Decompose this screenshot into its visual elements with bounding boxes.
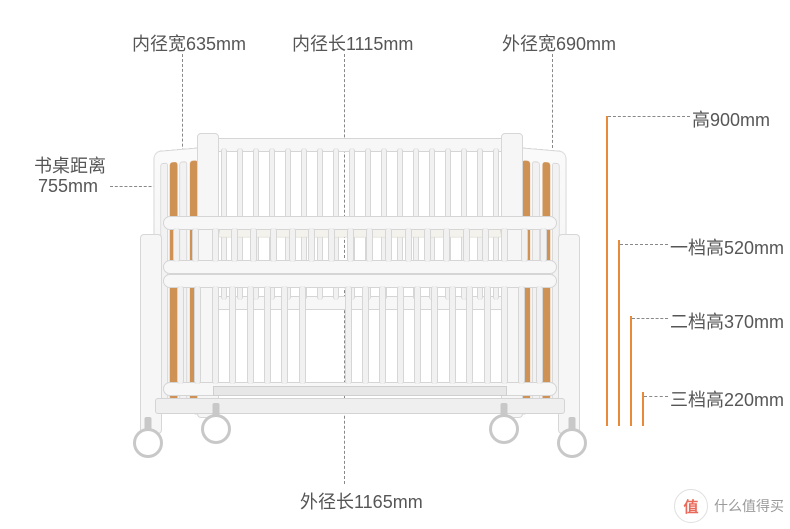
crib-wheel <box>201 414 231 444</box>
label-height: 高900mm <box>692 106 770 132</box>
crib-lower-front-rail <box>163 274 557 396</box>
height-bar-2 <box>618 240 620 426</box>
label-inner-width: 内径宽635mm <box>132 30 246 56</box>
crib-illustration <box>115 108 605 458</box>
label-desk-dist-2: 755mm <box>38 176 98 197</box>
tick-height <box>608 116 690 117</box>
height-bar-1 <box>606 116 608 426</box>
crib-wheel <box>133 428 163 458</box>
watermark-icon: 值 <box>674 489 708 523</box>
label-level3: 三档高220mm <box>670 386 784 412</box>
label-outer-width: 外径宽690mm <box>502 30 616 56</box>
label-desk-dist-1: 书桌距离 <box>34 152 106 178</box>
crib-wheel <box>557 428 587 458</box>
tick-level1 <box>620 244 668 245</box>
label-level1: 一档高520mm <box>670 234 784 260</box>
crib-wheel <box>489 414 519 444</box>
height-bar-4 <box>642 392 644 426</box>
height-bar-3 <box>630 316 632 426</box>
label-level2: 二档高370mm <box>670 308 784 334</box>
label-inner-length: 内径长1115mm <box>292 30 413 56</box>
crib-upper-front-rail <box>163 216 557 274</box>
tick-level3 <box>644 396 668 397</box>
tick-level2 <box>632 318 668 319</box>
label-outer-length: 外径长1165mm <box>300 488 423 514</box>
watermark-text: 什么值得买 <box>714 496 784 516</box>
crib-lower-plate <box>213 386 507 396</box>
watermark: 值 什么值得买 <box>674 489 784 523</box>
